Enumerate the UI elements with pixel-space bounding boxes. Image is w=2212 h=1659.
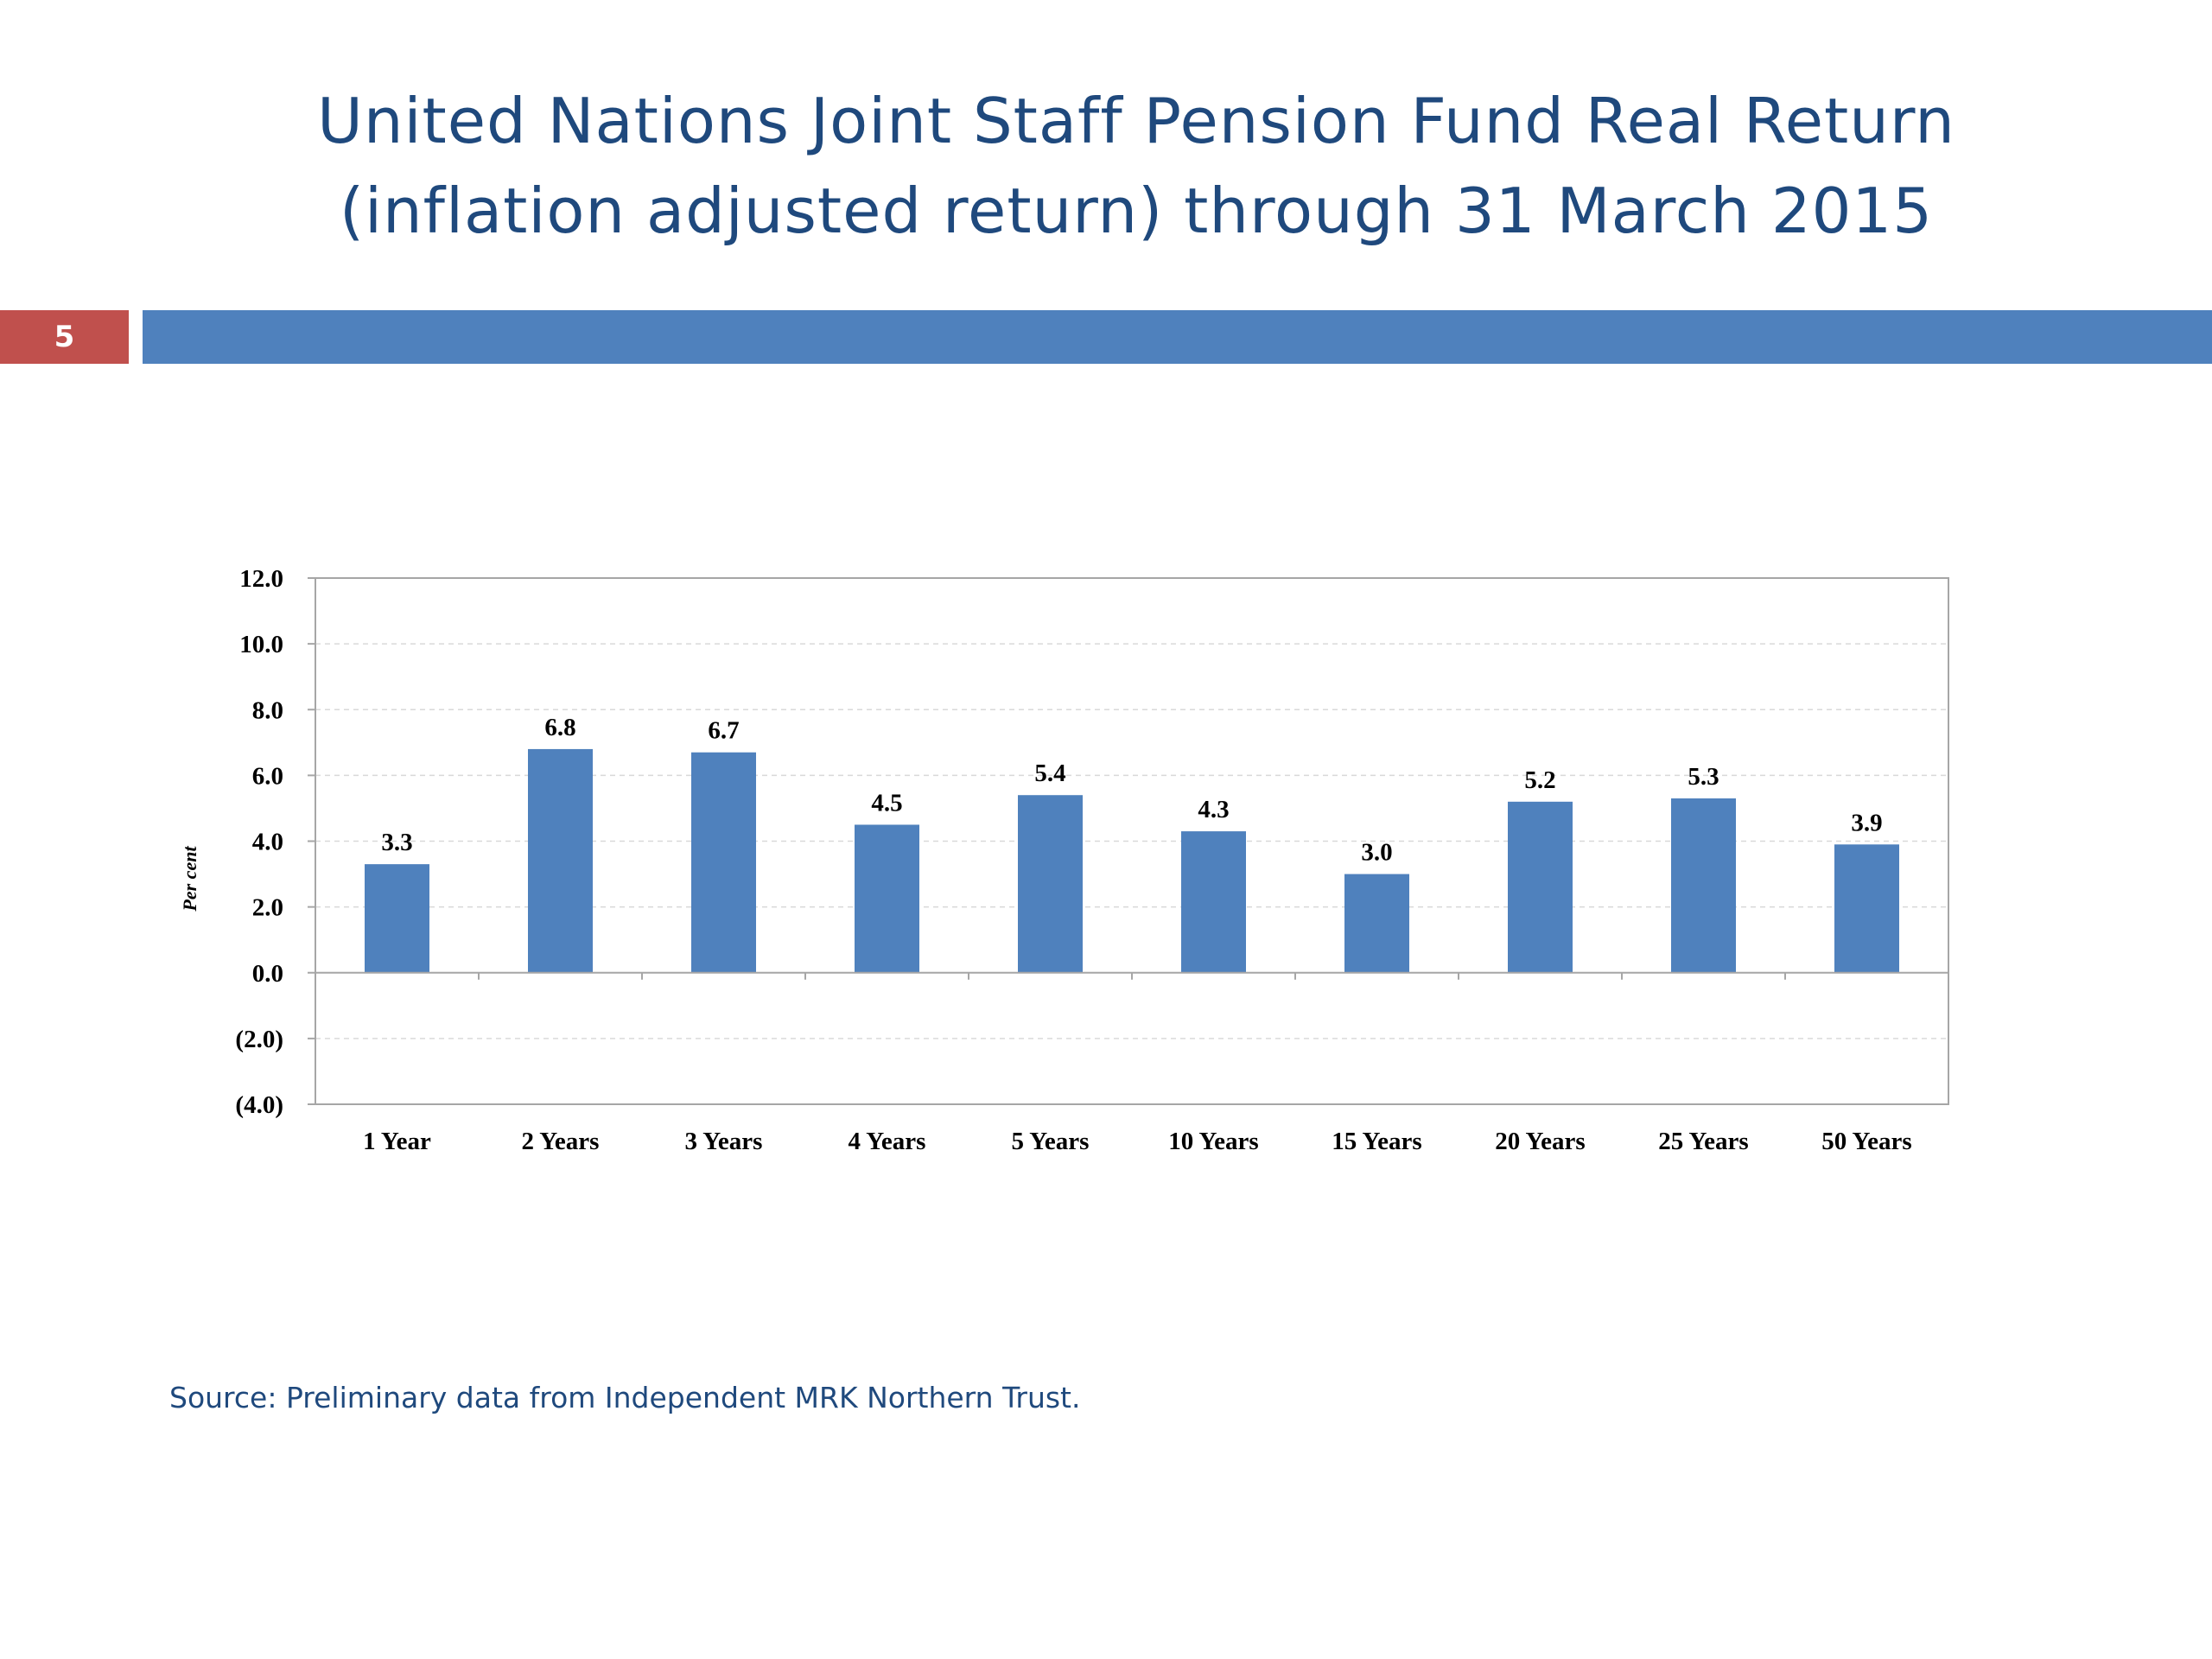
x-tick-label: 4 Years — [849, 1128, 926, 1155]
y-tick-label: 6.0 — [252, 762, 283, 790]
data-label: 3.3 — [381, 829, 412, 856]
y-tick-label: 0.0 — [252, 960, 283, 988]
data-label: 6.8 — [544, 714, 575, 741]
title-line-2: (inflation adjusted return) through 31 M… — [339, 175, 1934, 247]
x-tick-label: 1 Year — [363, 1128, 431, 1155]
bar — [855, 824, 919, 973]
bar — [528, 748, 593, 973]
bar — [691, 752, 756, 973]
x-tick-label: 2 Years — [522, 1128, 600, 1155]
x-tick-label: 5 Years — [1012, 1128, 1090, 1155]
y-tick-label: 2.0 — [252, 894, 283, 922]
x-tick-label: 50 Years — [1821, 1128, 1911, 1155]
y-tick-label: 8.0 — [252, 696, 283, 724]
x-axis: 1 Year 2 Years 3 Years 4 Years 5 Years 10 Yea… — [363, 972, 1912, 1155]
x-tick-label: 20 Years — [1495, 1128, 1585, 1155]
bar — [365, 864, 429, 973]
data-label: 3.0 — [1361, 839, 1392, 867]
y-tick-label: 12.0 — [239, 565, 283, 593]
y-tick-label: 4.0 — [252, 829, 283, 856]
source-note: Source: Preliminary data from Independen… — [169, 1381, 1081, 1414]
bar-series — [365, 748, 1899, 973]
x-tick-label: 25 Years — [1658, 1128, 1748, 1155]
slide-title: United Nations Joint Staff Pension Fund … — [0, 76, 2212, 256]
bar — [1508, 801, 1573, 973]
y-tick-label: (2.0) — [235, 1026, 283, 1053]
data-labels: 3.3 6.8 6.7 4.5 5.4 4.3 3.0 5.2 5.3 3.9 — [381, 714, 1882, 867]
data-label: 5.3 — [1688, 763, 1719, 791]
y-axis: 12.0 10.0 8.0 6.0 4.0 2.0 0.0 (2.0) (4.0) — [235, 565, 315, 1119]
bar — [1181, 831, 1246, 973]
bar — [1671, 798, 1736, 973]
x-tick-label: 15 Years — [1332, 1128, 1421, 1155]
x-tick-label: 3 Years — [685, 1128, 763, 1155]
data-label: 5.2 — [1524, 766, 1555, 794]
data-label: 5.4 — [1034, 760, 1065, 787]
bar — [1018, 795, 1083, 973]
bar — [1344, 874, 1409, 973]
data-label: 6.7 — [708, 717, 739, 745]
slide-number: 5 — [0, 310, 129, 364]
data-label: 4.5 — [871, 789, 902, 817]
y-tick-label: (4.0) — [235, 1091, 283, 1119]
header-bar — [143, 310, 2212, 364]
data-label: 3.9 — [1851, 809, 1882, 836]
x-tick-label: 10 Years — [1168, 1128, 1258, 1155]
data-label: 4.3 — [1198, 796, 1229, 823]
title-line-1: United Nations Joint Staff Pension Fund … — [317, 85, 1955, 157]
y-axis-label: Per cent — [179, 846, 200, 912]
bar — [1834, 844, 1899, 973]
y-tick-label: 10.0 — [239, 631, 283, 658]
